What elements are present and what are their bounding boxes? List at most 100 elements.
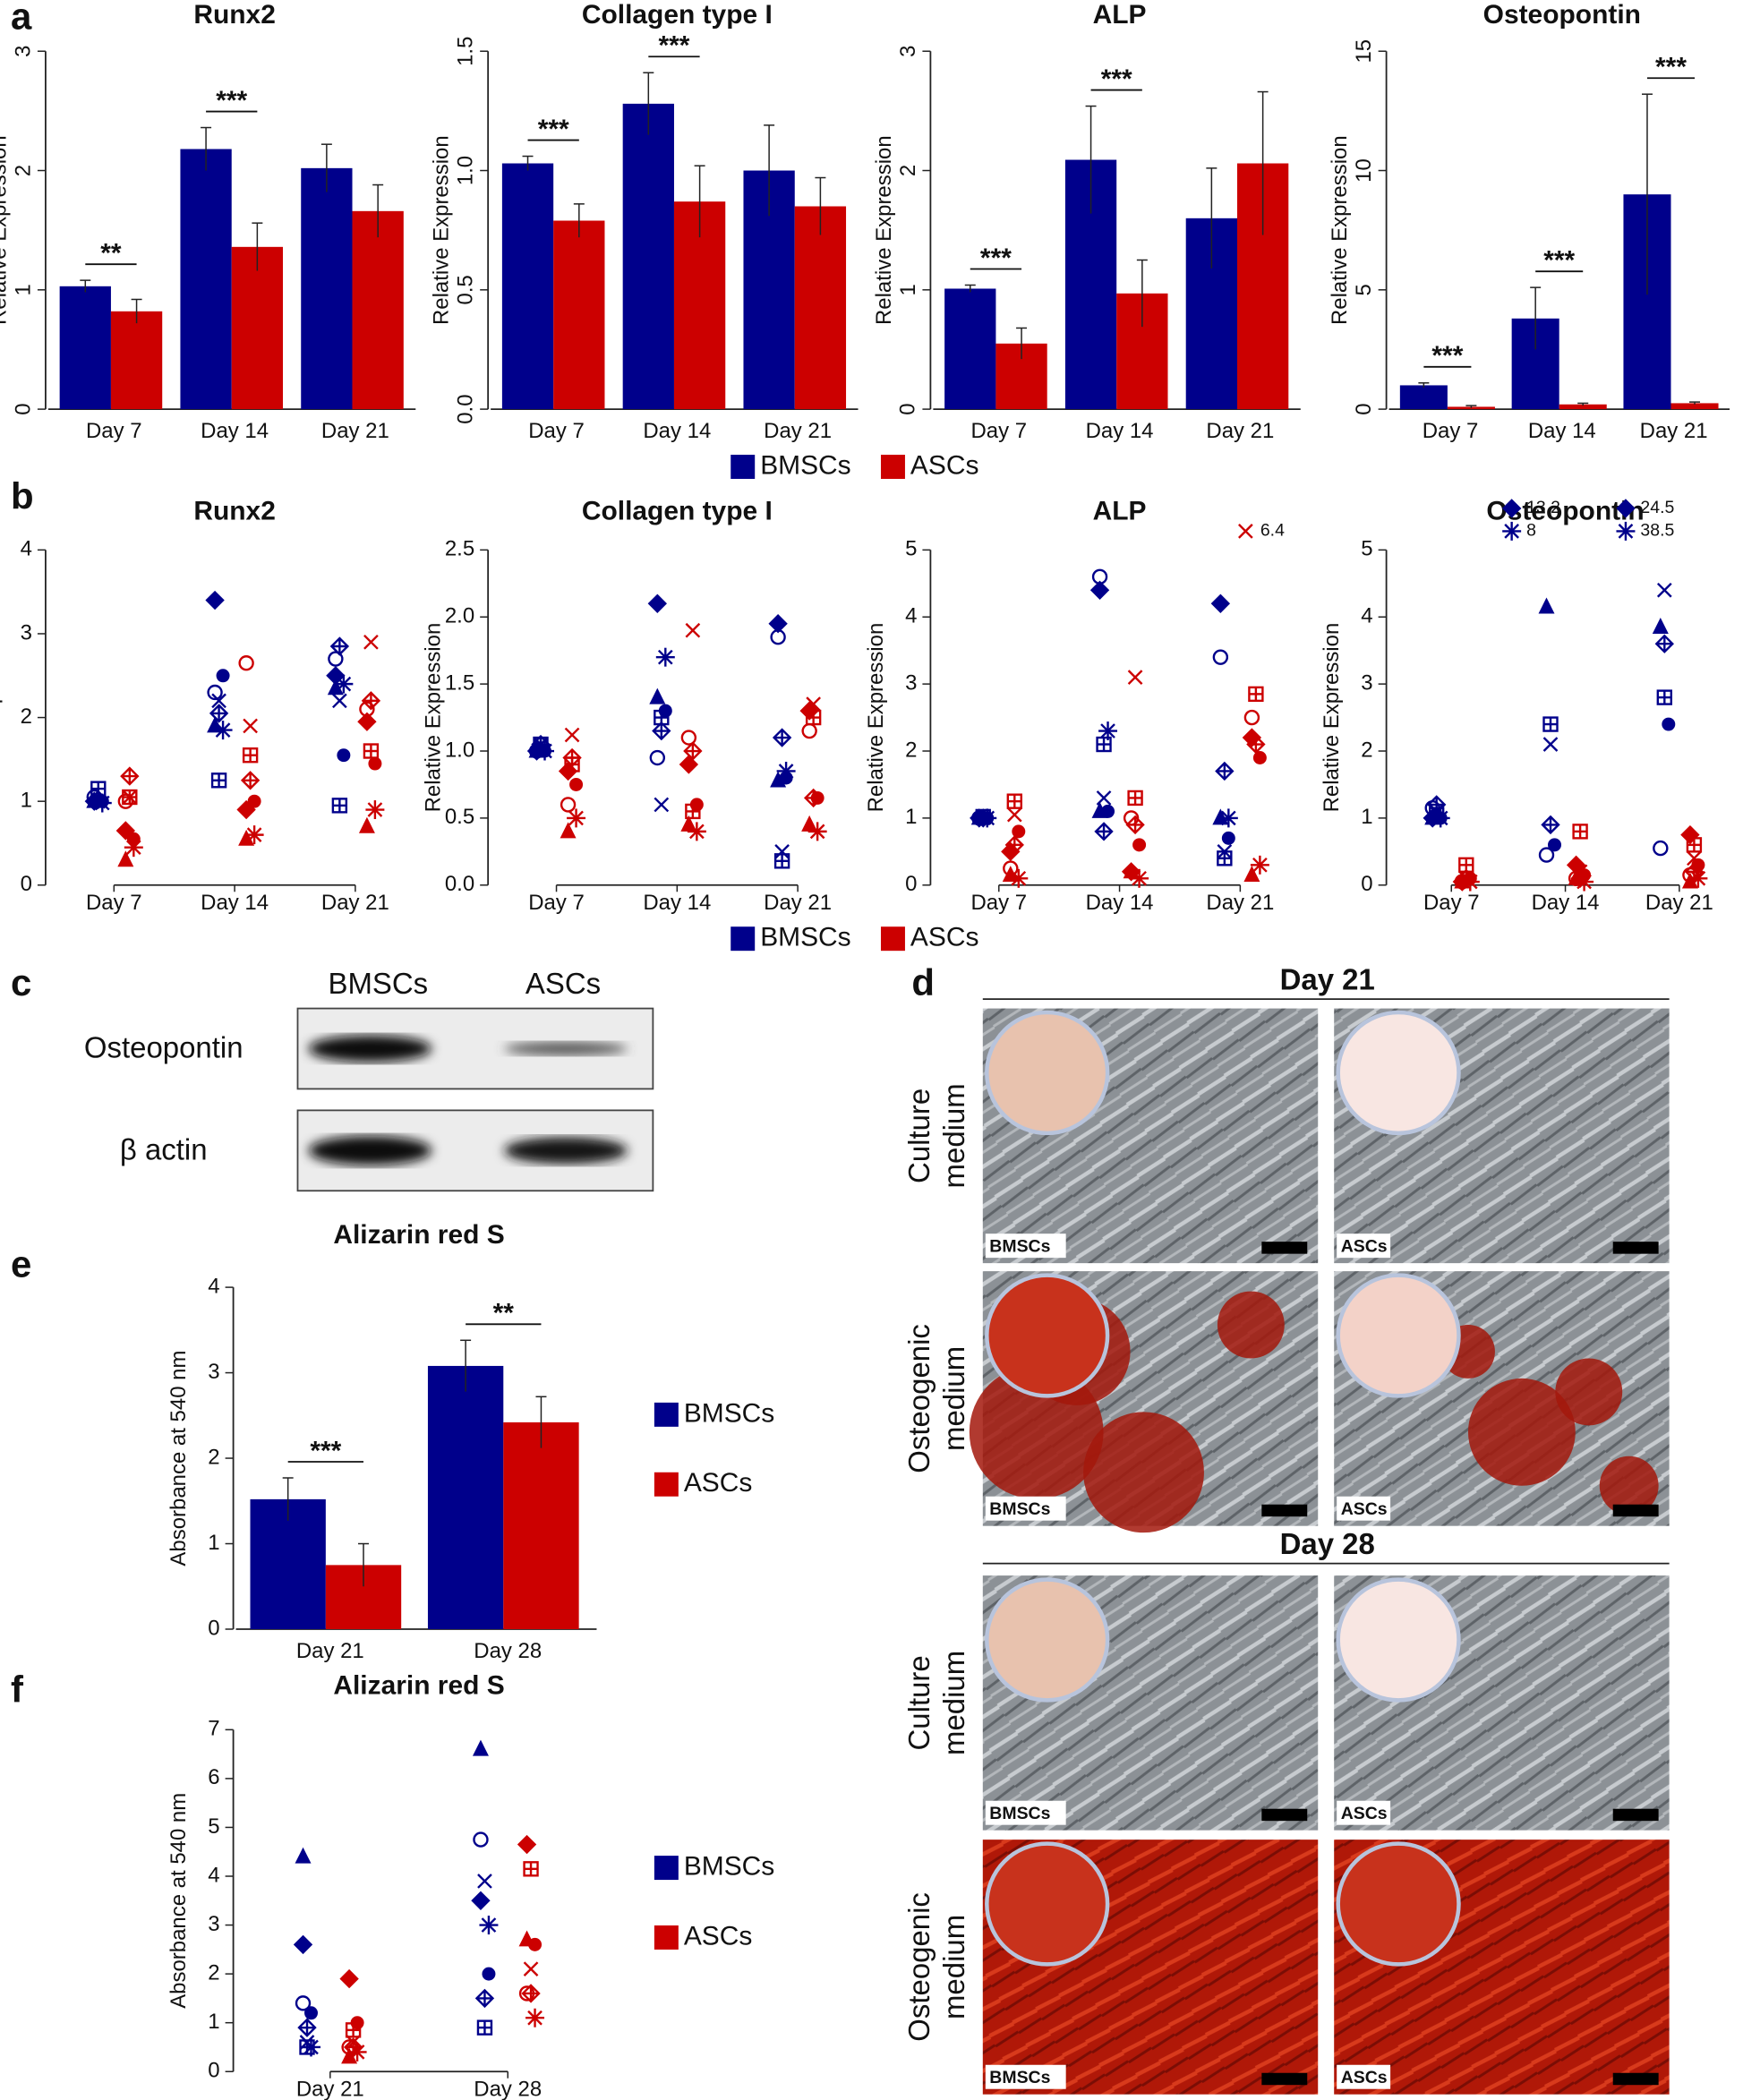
row-label-line: Culture [902,1655,936,1750]
point-marker [689,798,704,812]
point-marker [1091,801,1108,818]
y-tick-label: 3 [208,1360,219,1384]
y-axis-label: Relative Expression [864,623,888,813]
point-marker [331,798,348,814]
marker-shape [482,1967,496,1981]
point-marker [531,734,551,755]
y-tick-label: 10 [1352,158,1376,183]
bar [622,103,674,410]
x-tick-label: Day 7 [970,419,1027,443]
error-bar [573,203,585,238]
well-inset [985,1010,1110,1136]
bar [1447,406,1495,410]
image-label: ASCs [1341,2068,1388,2087]
label-box [985,1800,1066,1825]
y-tick-label: 1 [11,284,35,295]
point-marker [1501,499,1522,518]
point-marker [1098,721,1118,741]
marker-shape [1681,872,1698,889]
y-tick-label: 5 [905,537,917,561]
error-bar [643,72,654,135]
y-tick-label: 2 [208,1960,219,1985]
bar [944,288,996,410]
point-marker [1215,761,1235,781]
y-tick-label: 3 [905,670,917,695]
point-marker [768,614,788,634]
point-marker [350,2016,364,2030]
point-marker [482,1967,496,1981]
point-marker [658,704,672,718]
well-inset [1336,1010,1461,1136]
blot-column-label: ASCs [525,967,601,1000]
panel-label: c [11,961,31,1003]
y-axis-label: Relative Expression [0,135,11,325]
marker-shape [337,748,351,763]
marker-stroke [1006,807,1022,823]
marker-shape [680,730,697,746]
point-marker [654,797,670,813]
marker-shape [357,712,377,731]
y-axis-label: Relative Expression [422,623,446,813]
mineral-deposit [1555,1358,1623,1426]
y-tick-label: 3 [1361,670,1372,695]
bar [503,1421,579,1630]
marker-shape [1243,709,1260,726]
point-marker [1125,815,1145,835]
y-tick-label: 2 [1361,738,1372,762]
y-axis-label: Absorbance at 540 nm [167,1793,191,2009]
point-marker [211,693,226,709]
point-marker [302,2037,320,2057]
well-inset [985,1841,1110,1967]
bar [427,1365,504,1630]
y-tick-label: 0 [21,872,32,896]
marker-stroke [523,1961,539,1977]
x-tick-label: Day 21 [321,419,389,443]
chart-title: Runx2 [193,496,276,525]
significance-label: *** [1655,53,1687,82]
y-tick-label: 0.0 [445,872,474,896]
y-axis-label: Relative Expression [0,623,3,813]
row-label-line: medium [937,1083,970,1188]
y-tick-label: 2 [208,1445,219,1469]
legend-swatch [880,455,905,479]
marker-shape [341,2047,358,2064]
blot-band [308,1135,432,1165]
error-bar [1257,90,1269,235]
point-marker [120,766,140,786]
point-marker [1127,670,1143,685]
marker-shape [560,797,577,813]
point-marker [685,622,701,638]
bar [110,311,163,410]
error-bar [1418,382,1430,388]
point-marker [337,748,351,763]
x-tick-label: Day 14 [1086,891,1154,915]
x-tick-label: Day 14 [1532,891,1600,915]
point-marker [1004,835,1024,855]
y-tick-label: 2 [905,738,917,762]
point-marker [1616,521,1636,541]
scale-bar [1612,1242,1659,1254]
point-marker [1252,751,1267,764]
significance-label: *** [310,1436,341,1465]
point-marker [242,747,259,764]
marker-shape [1662,717,1676,731]
y-tick-label: 2 [21,704,32,729]
point-marker [518,1930,535,1947]
blot-row-label: β actin [120,1133,208,1166]
row-label-line: medium [937,1915,970,2019]
y-tick-label: 3 [896,46,920,57]
x-tick-label: Day 14 [201,891,269,915]
y-tick-label: 0 [208,2059,219,2083]
point-marker [1217,844,1233,859]
marker-shape [343,2037,363,2057]
error-bar [764,124,775,217]
legend-label: ASCs [910,450,979,480]
y-tick-label: 2.5 [445,537,474,561]
point-marker [1652,617,1669,634]
bar [301,167,353,410]
point-marker [476,2019,493,2036]
y-tick-label: 4 [1361,604,1372,628]
y-tick-label: 1 [896,284,920,295]
error-bar [1577,402,1589,406]
